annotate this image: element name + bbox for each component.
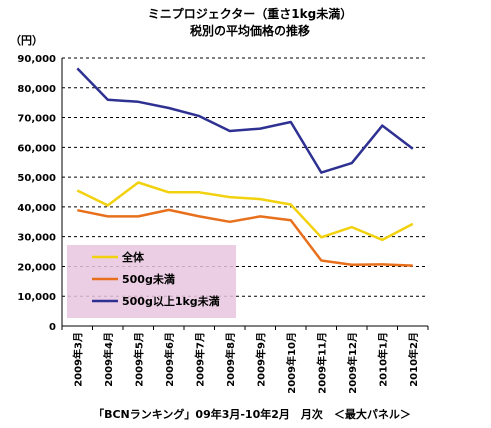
series-line bbox=[77, 208, 413, 267]
x-tick-label: 2009年5月 bbox=[132, 332, 145, 387]
x-tick-label: 2010年1月 bbox=[376, 332, 389, 387]
series-lines bbox=[76, 67, 414, 267]
legend-label: 全体 bbox=[121, 250, 145, 264]
x-tick-label: 2010年2月 bbox=[407, 332, 420, 387]
x-axis-ticks: 2009年3月 2009年4月 2009年5月 2009年6月 2009年7月 2009年… bbox=[71, 332, 420, 394]
y-axis-unit-label: （円） bbox=[10, 34, 43, 47]
y-tick-label: 30,000 bbox=[17, 233, 56, 244]
y-tick-label: 10,000 bbox=[17, 292, 56, 303]
legend-label: 500g未満 bbox=[122, 272, 175, 286]
y-tick-label: 70,000 bbox=[17, 114, 56, 125]
y-tick-label: 60,000 bbox=[17, 143, 56, 154]
axes bbox=[61, 58, 429, 330]
y-tick-label: 40,000 bbox=[17, 203, 56, 214]
chart-subtitle: 税別の平均価格の推移 bbox=[190, 23, 310, 38]
series-line bbox=[76, 67, 414, 174]
x-tick-label: 2009年9月 bbox=[254, 332, 267, 387]
x-tick-label: 2009年8月 bbox=[224, 332, 237, 387]
series-line bbox=[76, 181, 414, 242]
data-source-note: 「BCNランキング」09年3月-10年2月 月次 ＜最大パネル＞ bbox=[93, 407, 411, 421]
y-tick-label: 20,000 bbox=[17, 262, 56, 273]
x-tick-label: 2009年12月 bbox=[346, 332, 359, 394]
y-tick-label: 90,000 bbox=[17, 54, 56, 65]
y-tick-label: 50,000 bbox=[17, 173, 56, 184]
x-tick-label: 2009年10月 bbox=[285, 332, 298, 394]
y-tick-label: 0 bbox=[49, 322, 56, 333]
x-tick-label: 2009年4月 bbox=[102, 332, 115, 387]
chart-title: ミニプロジェクター（重さ1kg未満） bbox=[148, 6, 352, 21]
x-tick-label: 2009年3月 bbox=[71, 332, 84, 387]
y-tick-label: 80,000 bbox=[17, 84, 56, 95]
legend: 全体 500g未満 500g以上1kg未満 bbox=[92, 250, 220, 308]
legend-label: 500g以上1kg未満 bbox=[122, 294, 220, 308]
x-tick-label: 2009年11月 bbox=[315, 332, 328, 394]
y-axis-ticks: 0 10,000 20,000 30,000 40,000 50,000 60,000 70,… bbox=[17, 54, 56, 333]
x-tick-label: 2009年6月 bbox=[163, 332, 176, 387]
x-tick-label: 2009年7月 bbox=[193, 332, 206, 387]
